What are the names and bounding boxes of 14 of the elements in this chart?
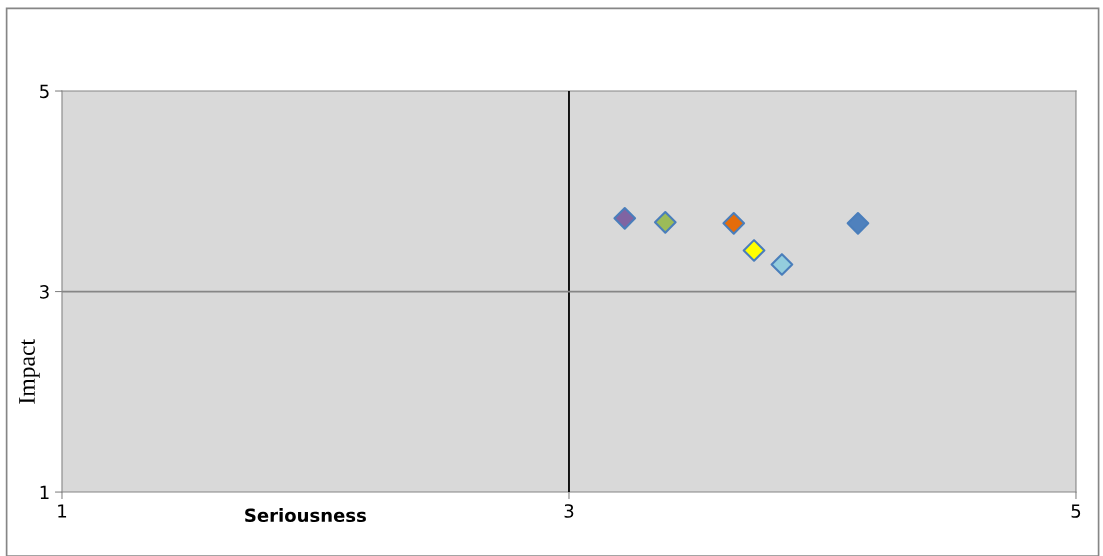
y-axis-title: Impact (19, 339, 40, 404)
x-tick-label: 5 (1071, 504, 1081, 518)
x-axis-title: Seriousness (245, 508, 366, 523)
point (653, 211, 677, 234)
y-tick-label: 1 (40, 485, 49, 499)
point (770, 253, 794, 276)
x-tick-label: 1 (58, 504, 67, 518)
point (846, 212, 870, 235)
point (613, 207, 637, 230)
y-tick-label: 5 (40, 84, 49, 99)
point (742, 239, 766, 262)
point (722, 212, 746, 235)
x-tick-label: 3 (564, 504, 574, 518)
y-tick-label: 3 (40, 285, 49, 299)
